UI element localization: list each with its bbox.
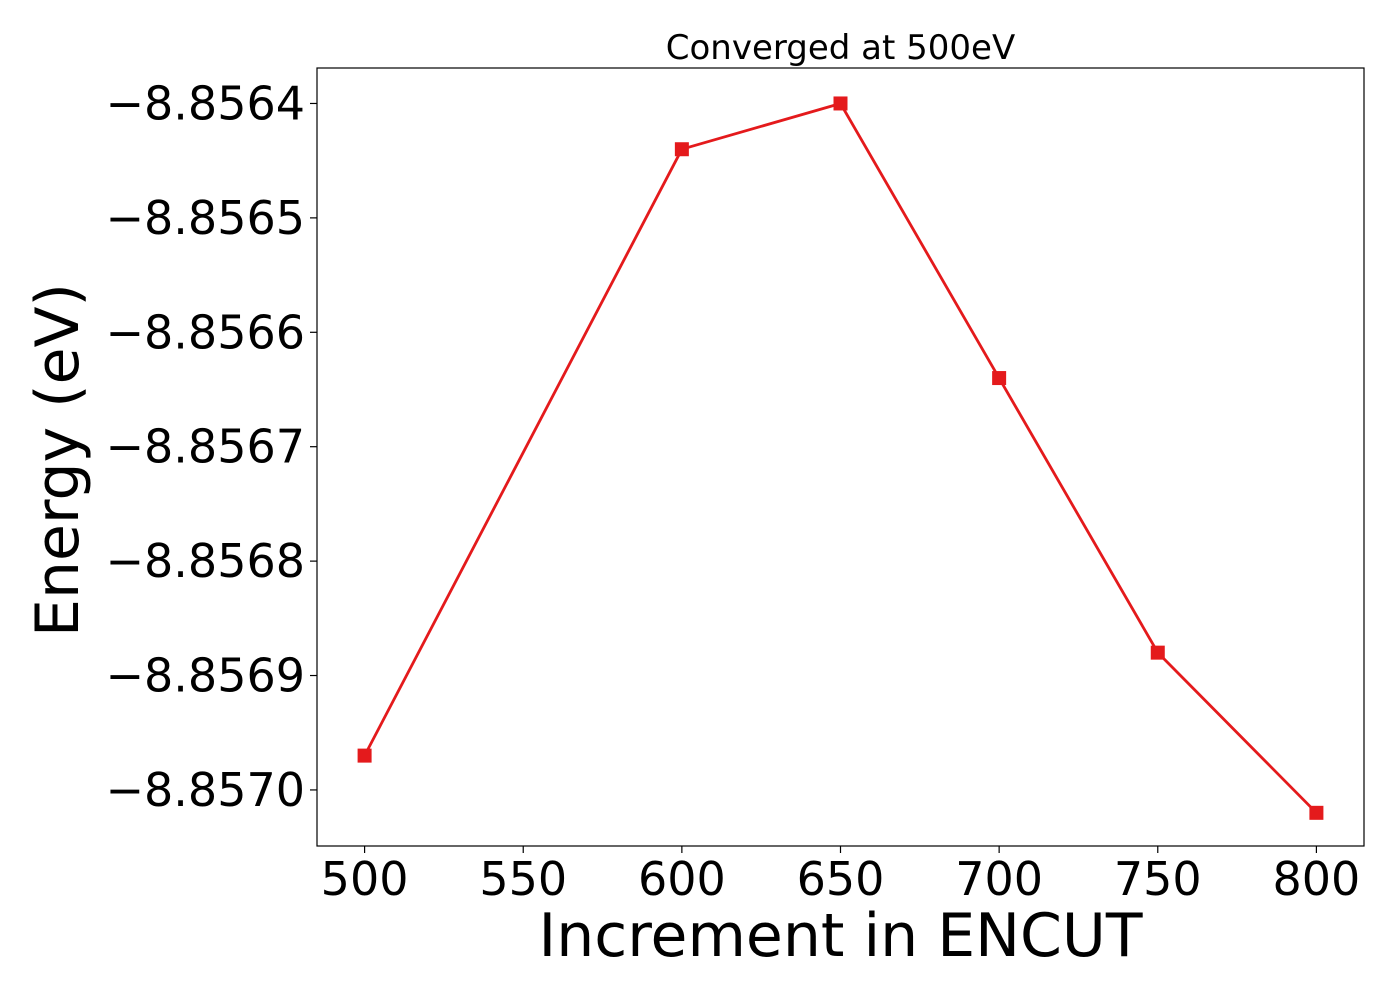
data-point-marker — [674, 142, 689, 157]
plot-area-frame — [316, 67, 1365, 847]
y-tick-label: −8.8570 — [106, 763, 306, 817]
x-tick-label: 500 — [321, 852, 409, 906]
y-axis-label: Energy (eV) — [23, 283, 93, 637]
y-tick-label: −8.8567 — [106, 420, 306, 474]
data-point-marker — [833, 96, 848, 111]
series-line — [363, 102, 1318, 814]
y-tick-label: −8.8564 — [106, 76, 306, 130]
y-tick-label: −8.8565 — [106, 191, 306, 245]
chart-title: Converged at 500eV — [666, 28, 1015, 68]
data-point-marker — [992, 371, 1007, 386]
data-point-marker — [1150, 645, 1165, 660]
data-point-marker — [357, 748, 372, 763]
data-point-marker — [1309, 805, 1324, 820]
series-layer — [357, 96, 1324, 820]
x-tick-label: 800 — [1273, 852, 1361, 906]
y-axis-ticks: −8.8564 −8.8565 −8.8566 −8.8567 −8.8568 −8.85… — [106, 76, 317, 817]
x-tick-label: 700 — [955, 852, 1043, 906]
y-tick-label: −8.8566 — [106, 305, 306, 359]
x-tick-label: 600 — [638, 852, 726, 906]
y-tick-label: −8.8569 — [106, 649, 306, 703]
x-axis-ticks: 500 550 600 650 700 750 800 — [321, 846, 1361, 906]
x-tick-label: 650 — [797, 852, 885, 906]
x-tick-label: 750 — [1114, 852, 1202, 906]
x-tick-label: 550 — [479, 852, 567, 906]
x-axis-label: Increment in ENCUT — [539, 901, 1143, 971]
y-tick-label: −8.8568 — [106, 534, 306, 588]
